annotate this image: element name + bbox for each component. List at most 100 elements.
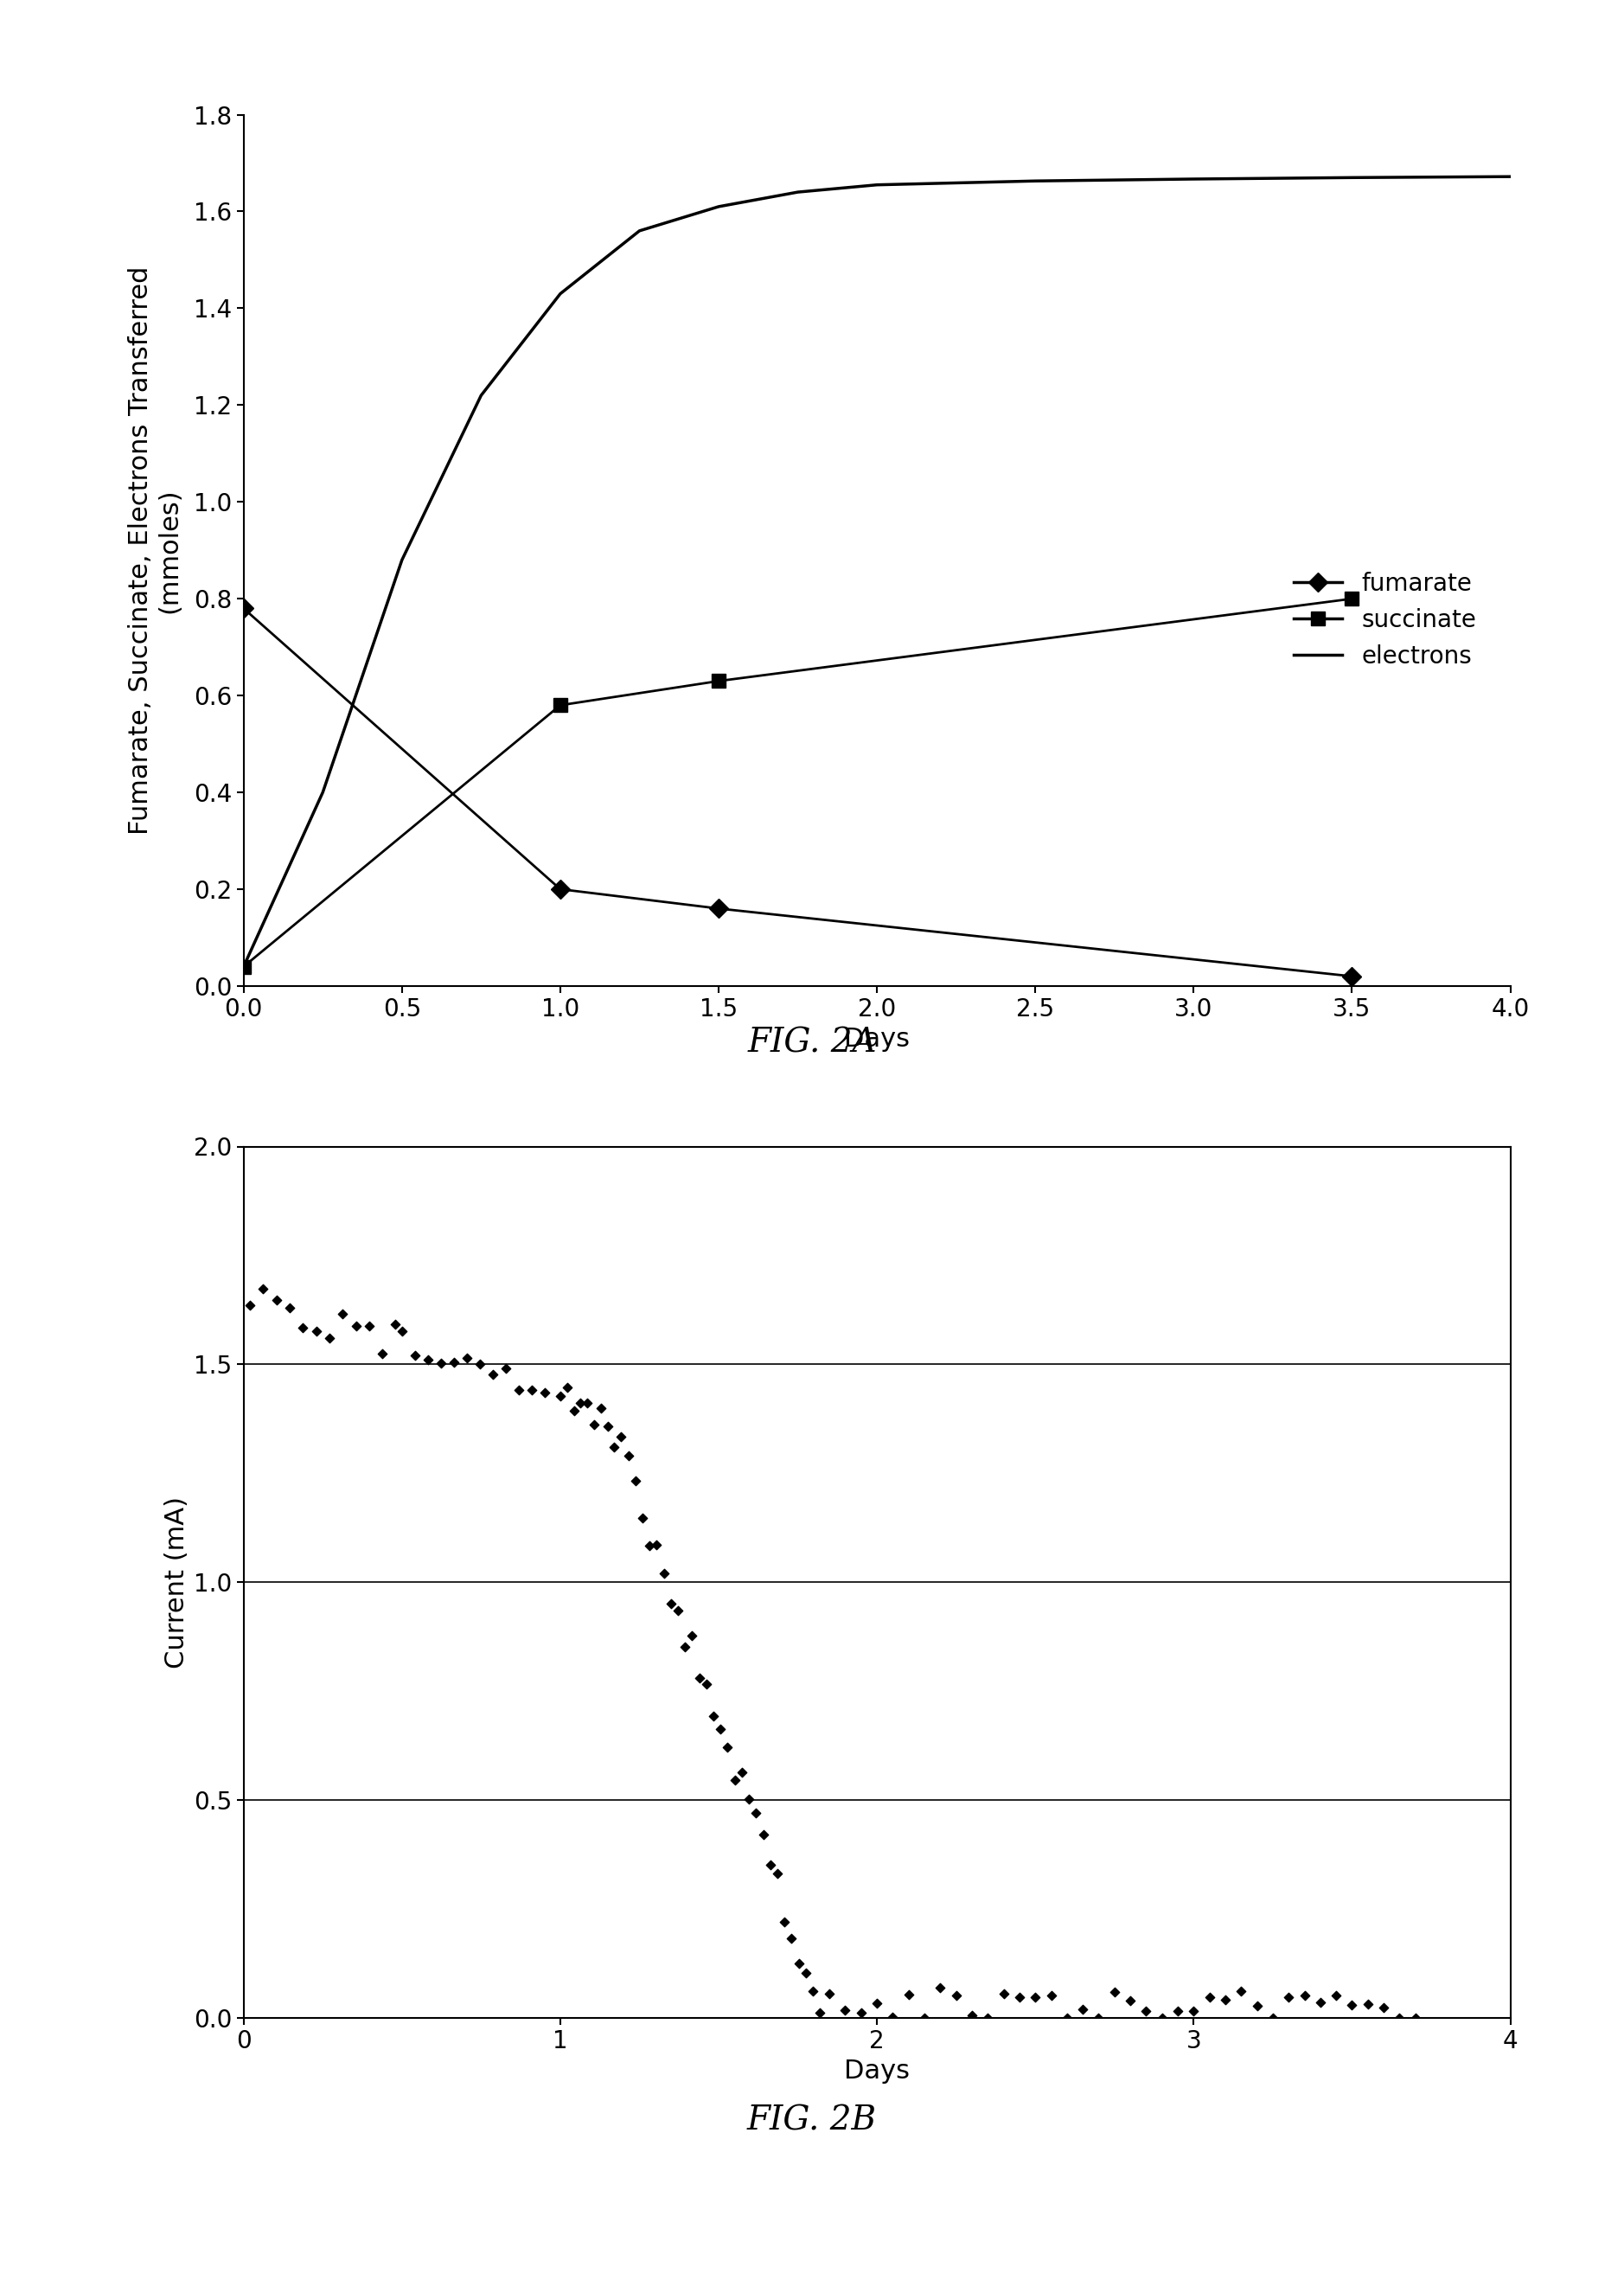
Point (575, 1385, 601, 1422)
Point (568, 1385, 594, 1422)
Point (991, 1977, 1017, 2013)
Point (615, 1438, 641, 1474)
Point (547, 1378, 573, 1415)
Point (1403, 1999, 1429, 2036)
Point (793, 1956, 818, 1993)
Point (1291, 1977, 1317, 2013)
Point (588, 1390, 614, 1426)
Point (896, 1977, 922, 2013)
Point (880, 1999, 906, 2036)
Point (721, 1761, 747, 1798)
Point (1150, 1999, 1176, 2036)
Point (560, 1392, 586, 1429)
Point (317, 1321, 343, 1357)
Point (609, 1417, 635, 1454)
Point (643, 1527, 669, 1564)
Point (1228, 1972, 1254, 2009)
Point (1276, 1979, 1302, 2016)
Point (911, 1999, 937, 2036)
Point (765, 1855, 791, 1892)
Point (974, 1999, 1000, 2036)
Point (622, 1463, 648, 1500)
Point (250, 1270, 276, 1307)
Point (466, 1346, 492, 1383)
Point (492, 1351, 518, 1387)
Point (715, 1729, 741, 1766)
Point (729, 1754, 755, 1791)
Point (771, 1903, 797, 1940)
Point (343, 1307, 369, 1344)
Point (390, 1312, 416, 1348)
Point (479, 1355, 505, 1392)
Point (505, 1371, 531, 1408)
Point (1164, 1993, 1190, 2029)
Point (531, 1374, 557, 1410)
Point (1038, 1977, 1064, 2013)
Point (554, 1369, 580, 1406)
Point (630, 1500, 656, 1536)
Point (453, 1339, 479, 1376)
Point (637, 1527, 663, 1564)
Point (1086, 1999, 1112, 2036)
Point (1340, 1986, 1366, 2022)
Point (817, 1974, 843, 2011)
Point (237, 1286, 263, 1323)
Point (1324, 1977, 1350, 2013)
Point (679, 1617, 705, 1653)
Point (672, 1628, 698, 1665)
Point (736, 1782, 762, 1818)
Point (786, 1944, 812, 1981)
Point (440, 1344, 466, 1380)
Text: FIG. 2B: FIG. 2B (747, 2105, 877, 2137)
Point (601, 1429, 627, 1465)
Point (581, 1406, 607, 1442)
Point (848, 1995, 874, 2032)
Point (356, 1307, 382, 1344)
Point (1307, 1983, 1333, 2020)
Point (693, 1665, 719, 1701)
Point (1181, 1993, 1207, 2029)
Point (757, 1846, 783, 1883)
Point (1197, 1979, 1223, 2016)
Legend: fumarate, succinate, electrons: fumarate, succinate, electrons (1285, 562, 1486, 679)
Point (750, 1816, 776, 1853)
Point (658, 1584, 684, 1621)
Point (927, 1970, 953, 2006)
Y-axis label: Fumarate, Succinate, Electrons Transferred
(mmoles): Fumarate, Succinate, Electrons Transferr… (128, 266, 182, 835)
Point (944, 1977, 970, 2013)
Point (1117, 1981, 1143, 2018)
Point (687, 1660, 713, 1697)
Point (369, 1335, 395, 1371)
Point (864, 1986, 890, 2022)
Point (1023, 1979, 1049, 2016)
Point (291, 1309, 317, 1346)
X-axis label: Days: Days (844, 2059, 909, 2084)
X-axis label: Days: Days (844, 1027, 909, 1052)
Point (1213, 1981, 1239, 2018)
Point (1260, 1999, 1286, 2036)
Point (1070, 1990, 1096, 2027)
Point (276, 1291, 302, 1328)
Point (778, 1919, 804, 1956)
Point (1101, 1974, 1127, 2011)
Point (1054, 1999, 1080, 2036)
Point (700, 1697, 726, 1734)
Point (833, 1990, 859, 2027)
Point (1007, 1979, 1033, 2016)
Y-axis label: Current (mA): Current (mA) (164, 1495, 188, 1669)
Point (518, 1371, 544, 1408)
Point (330, 1296, 356, 1332)
Point (1134, 1993, 1160, 2029)
Point (664, 1591, 690, 1628)
Point (801, 1972, 827, 2009)
Point (1354, 1986, 1380, 2022)
Point (708, 1711, 734, 1747)
Point (1387, 1999, 1413, 2036)
Point (1244, 1988, 1270, 2025)
Point (427, 1346, 453, 1383)
Point (744, 1795, 770, 1832)
Point (960, 1997, 986, 2034)
Text: FIG. 2A: FIG. 2A (747, 1027, 877, 1059)
Point (1371, 1988, 1397, 2025)
Point (594, 1408, 620, 1445)
